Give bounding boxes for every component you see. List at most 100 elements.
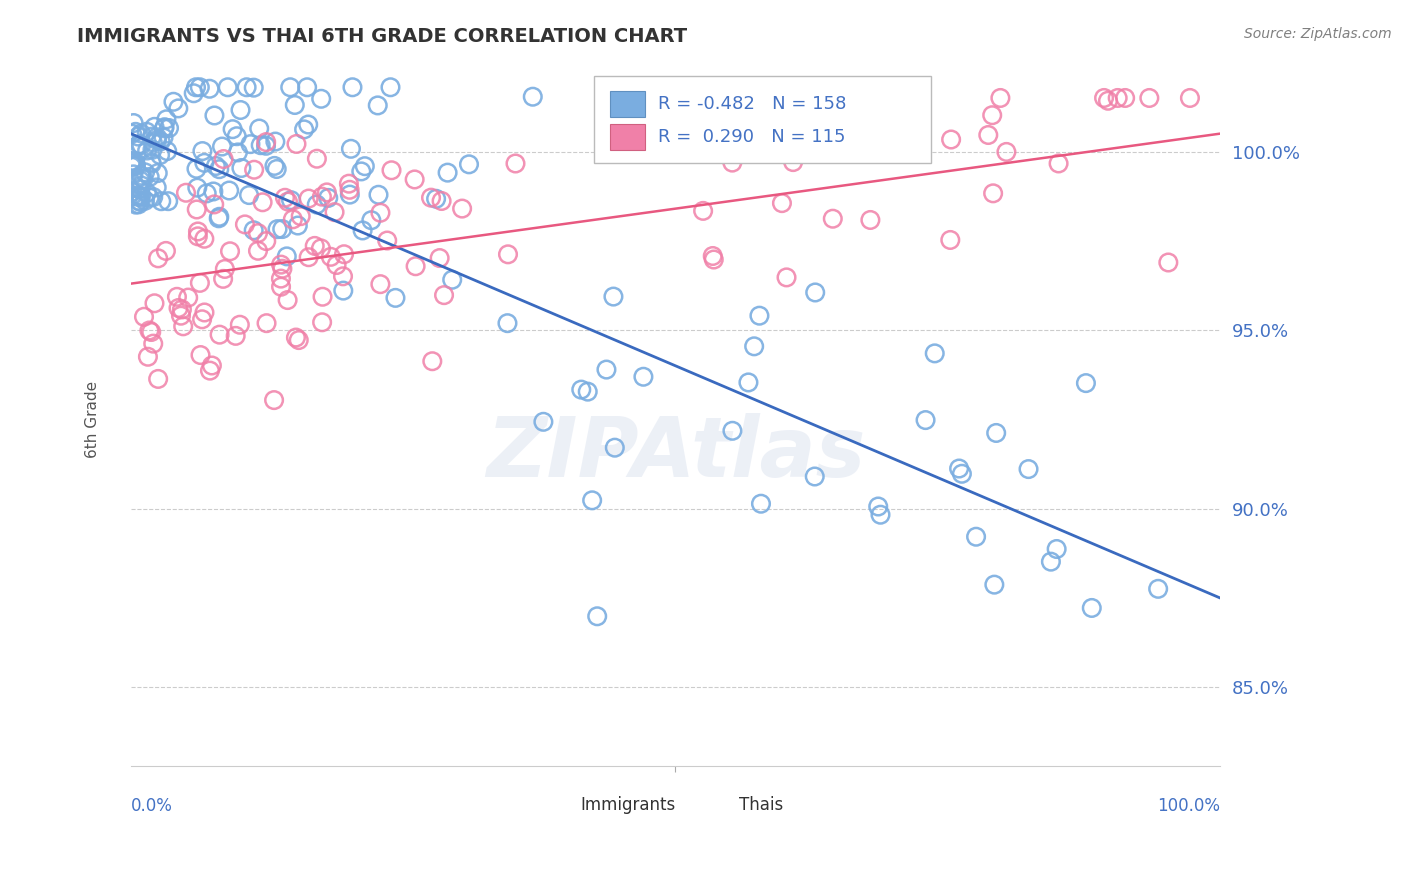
Point xyxy=(868,500,890,514)
Point xyxy=(721,155,744,169)
Point xyxy=(342,80,364,95)
Point xyxy=(804,285,827,300)
Point xyxy=(266,161,288,176)
Point xyxy=(832,117,855,131)
Point xyxy=(420,354,443,368)
Point xyxy=(995,145,1018,159)
Point xyxy=(156,144,179,158)
Point xyxy=(339,187,361,202)
Point xyxy=(458,157,481,171)
Point xyxy=(195,186,218,201)
Point xyxy=(149,135,172,149)
Point xyxy=(531,415,554,429)
Point xyxy=(167,301,190,315)
Point xyxy=(138,169,160,184)
Point xyxy=(120,189,142,203)
Point xyxy=(122,116,145,130)
Point xyxy=(125,158,148,172)
Point xyxy=(152,130,174,145)
Point xyxy=(254,135,277,149)
Point xyxy=(208,210,231,224)
Point xyxy=(246,244,269,258)
Point xyxy=(202,185,225,199)
Point xyxy=(441,273,464,287)
Point xyxy=(977,128,1000,142)
Point xyxy=(141,325,163,339)
Point xyxy=(198,364,221,378)
Point xyxy=(187,229,209,244)
Point xyxy=(266,222,288,236)
Point xyxy=(384,291,406,305)
Point xyxy=(193,232,215,246)
Point xyxy=(697,113,720,128)
Point xyxy=(800,101,823,115)
Point xyxy=(129,194,152,209)
Point xyxy=(145,180,167,194)
Point xyxy=(276,249,298,263)
Text: Thais: Thais xyxy=(738,797,783,814)
Text: Immigrants: Immigrants xyxy=(581,797,676,814)
Point xyxy=(433,288,456,302)
Point xyxy=(170,309,193,323)
Point xyxy=(270,271,292,285)
Point xyxy=(135,186,157,200)
Point xyxy=(177,291,200,305)
Point xyxy=(149,148,172,162)
Point xyxy=(748,309,770,323)
Point xyxy=(134,194,156,208)
Point xyxy=(229,318,252,332)
Point xyxy=(146,252,169,266)
Point xyxy=(981,186,1004,201)
Point xyxy=(292,122,315,136)
FancyBboxPatch shape xyxy=(610,124,645,150)
Point xyxy=(184,80,207,95)
Point xyxy=(128,197,150,211)
Point xyxy=(869,508,891,522)
Point xyxy=(226,145,249,160)
Point xyxy=(581,493,603,508)
Point xyxy=(125,159,148,173)
Point xyxy=(146,372,169,386)
Point xyxy=(278,80,301,95)
Point xyxy=(142,190,165,204)
Point xyxy=(914,413,936,427)
Point xyxy=(692,203,714,218)
FancyBboxPatch shape xyxy=(610,91,645,118)
Point xyxy=(254,234,277,248)
Point xyxy=(576,384,599,399)
Text: 0.0%: 0.0% xyxy=(131,797,173,814)
Point xyxy=(285,136,308,151)
Point xyxy=(277,293,299,307)
Point xyxy=(352,223,374,237)
Point xyxy=(121,156,143,170)
Point xyxy=(121,127,143,141)
Point xyxy=(290,209,312,223)
Point xyxy=(305,152,328,166)
Point xyxy=(1107,91,1129,105)
Point xyxy=(280,193,302,207)
Point xyxy=(333,247,356,261)
Point xyxy=(233,218,256,232)
Point xyxy=(229,103,252,117)
Point xyxy=(191,312,214,326)
Point xyxy=(340,142,363,156)
Point xyxy=(522,89,544,103)
Point xyxy=(287,219,309,233)
Point xyxy=(1046,541,1069,556)
Point xyxy=(127,194,149,208)
Point xyxy=(332,284,354,298)
Point xyxy=(602,289,624,303)
Point xyxy=(188,276,211,290)
Point xyxy=(254,138,277,153)
Point xyxy=(360,213,382,227)
Point xyxy=(146,133,169,147)
Point xyxy=(243,162,266,177)
Point xyxy=(315,186,337,200)
Point xyxy=(128,182,150,196)
Point xyxy=(120,160,142,174)
Text: Source: ZipAtlas.com: Source: ZipAtlas.com xyxy=(1244,27,1392,41)
Point xyxy=(127,129,149,144)
Point xyxy=(162,95,184,109)
Point xyxy=(924,346,946,360)
Point xyxy=(1114,91,1136,105)
